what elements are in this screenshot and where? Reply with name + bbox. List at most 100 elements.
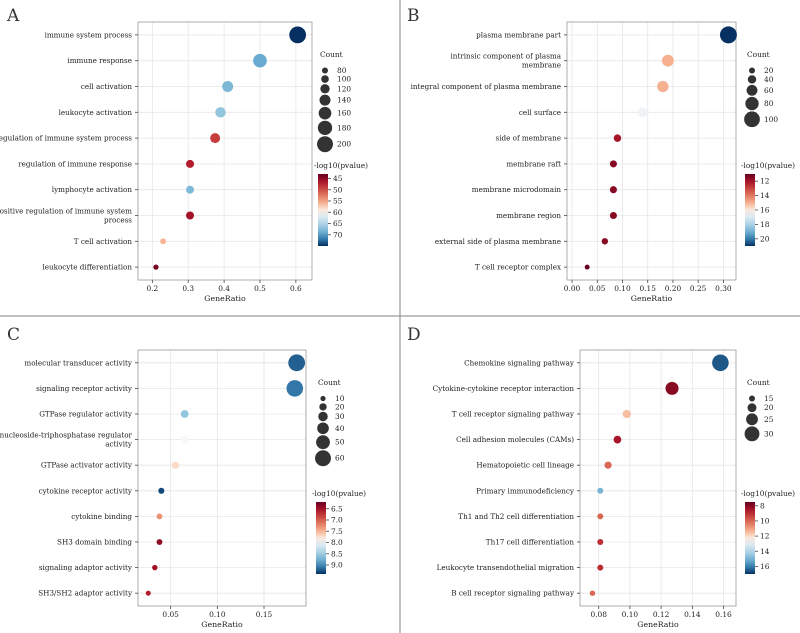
category-label-line: side of membrane: [496, 134, 562, 143]
size-legend-dot: [321, 67, 329, 74]
data-point: [153, 264, 159, 270]
colorbar-tick-label: 14: [760, 547, 770, 556]
size-legend-label: 140: [337, 96, 351, 105]
colorbar-tick-label: 7.0: [331, 516, 343, 525]
colorbar: [745, 174, 755, 246]
size-legend-dot: [746, 413, 758, 426]
data-point: [186, 159, 195, 168]
category-label: SH3 domain binding: [57, 538, 132, 547]
x-tick-label: 0.4: [218, 284, 230, 293]
category-label-line: SH3/SH2 adaptor activity: [38, 589, 133, 598]
size-legend-label: 40: [764, 75, 774, 84]
size-legend-label: 60: [335, 454, 345, 463]
colorbar-tick-label: 9.0: [331, 561, 343, 570]
category-label-line: signaling adaptor activity: [39, 563, 133, 572]
panel-label: A: [6, 6, 20, 26]
category-label-line: membrane: [522, 61, 561, 70]
size-legend-dot: [319, 94, 331, 106]
colorbar-tick-label: 20: [760, 234, 770, 243]
colorbar: [316, 502, 326, 574]
size-legend-label: 40: [335, 424, 345, 433]
category-label: GTPase regulator activity: [39, 410, 133, 419]
category-label: T cell receptor signaling pathway: [452, 410, 575, 419]
size-legend-label: 120: [337, 84, 351, 93]
x-axis-title: GeneRatio: [637, 620, 679, 629]
size-legend-dot: [320, 84, 330, 94]
size-legend-label: 50: [335, 438, 345, 447]
colorbar-tick-label: 55: [333, 197, 343, 206]
panel-label: B: [407, 6, 420, 26]
category-label-line: Primary immunodeficiency: [476, 486, 575, 495]
colorbar-tick-label: 45: [333, 174, 343, 183]
category-label: positive regulation of immune system proc…: [0, 207, 132, 225]
category-label-line: Leukocyte transendothelial migration: [437, 563, 575, 572]
category-label: lymphocyte activation: [52, 185, 133, 194]
size-legend-dot: [315, 450, 331, 467]
x-tick-label: 0.10: [614, 284, 631, 293]
category-label-line: regulation of immune system process: [0, 134, 132, 143]
size-legend-dot: [320, 395, 326, 402]
size-legend-dot: [746, 84, 758, 96]
category-label-line: lymphocyte activation: [52, 185, 133, 194]
color-legend-title: -log10(pvalue): [314, 161, 368, 170]
size-legend-label: 100: [764, 115, 778, 124]
data-point: [604, 461, 612, 469]
size-legend-dot: [745, 96, 759, 111]
data-point: [156, 539, 163, 545]
data-point: [289, 26, 307, 44]
panel-d: D 0.08 0.10 0.12 0.14 0.16 GeneRatio Chemokine …: [407, 325, 795, 629]
colorbar-tick-label: 8.5: [331, 549, 343, 558]
category-label-line: immune system process: [45, 30, 133, 39]
x-axis-title: GeneRatio: [204, 294, 246, 303]
x-axis-title: GeneRatio: [201, 620, 243, 629]
plot-frame: [137, 21, 313, 281]
data-point: [253, 53, 267, 68]
category-label: Chemokine signaling pathway: [464, 358, 575, 367]
category-label: B cell receptor signaling pathway: [451, 589, 575, 598]
size-legend-label: 30: [764, 429, 774, 438]
data-point: [609, 160, 617, 168]
panel-a: A 0.2 0.3 0.4 0.5 0.6 GeneRatio immune system p…: [0, 6, 368, 303]
x-tick-label: 0.10: [622, 610, 639, 619]
category-label-line: signaling receptor activity: [36, 384, 133, 393]
category-label: membrane raft: [506, 159, 561, 168]
data-point: [180, 435, 189, 444]
data-point: [613, 134, 622, 142]
category-label-line: cytokine receptor activity: [39, 486, 133, 495]
size-legend-label: 80: [764, 99, 774, 108]
x-tick-label: 0.05: [162, 610, 179, 619]
category-label-line: leukocyte differentiation: [42, 263, 132, 272]
data-point: [286, 380, 304, 397]
x-tick-label: 0.14: [684, 610, 701, 619]
category-label: SH3/SH2 adaptor activity: [38, 589, 133, 598]
category-label-line: molecular transducer activity: [24, 358, 133, 367]
x-tick-label: 0.16: [715, 610, 732, 619]
data-point: [152, 564, 158, 571]
colorbar-tick-label: 50: [333, 185, 343, 194]
size-legend-dot: [318, 106, 332, 120]
size-legend-dot: [316, 435, 330, 450]
category-label-line: nucleoside-triphosphatase regulator: [0, 431, 133, 440]
size-legend-label: 15: [764, 394, 774, 403]
data-point: [637, 107, 648, 118]
size-legend-title: Count: [747, 378, 770, 387]
plot-frame: [566, 21, 737, 281]
category-label: Primary immunodeficiency: [476, 486, 575, 495]
category-label: regulation of immune response: [18, 159, 132, 168]
size-legend-dot: [317, 422, 329, 435]
data-point: [609, 186, 617, 194]
category-label: immune response: [67, 56, 132, 65]
category-label: leukocyte activation: [59, 108, 133, 117]
size-legend-dot: [744, 111, 760, 128]
category-label: signaling adaptor activity: [39, 563, 133, 572]
category-label: intrinsic component of plasma membrane: [450, 52, 561, 70]
data-point: [665, 381, 679, 395]
x-tick-label: 0.25: [690, 284, 707, 293]
color-legend-title: -log10(pvalue): [741, 161, 795, 170]
size-legend-title: Count: [320, 50, 343, 59]
color-legend-title: -log10(pvalue): [312, 489, 366, 498]
panel-c: C 0.05 0.10 0.15 GeneRatio molecular transduc…: [0, 325, 366, 629]
category-label-line: integral component of plasma membrane: [411, 82, 561, 91]
colorbar-tick-label: 12: [760, 177, 769, 186]
